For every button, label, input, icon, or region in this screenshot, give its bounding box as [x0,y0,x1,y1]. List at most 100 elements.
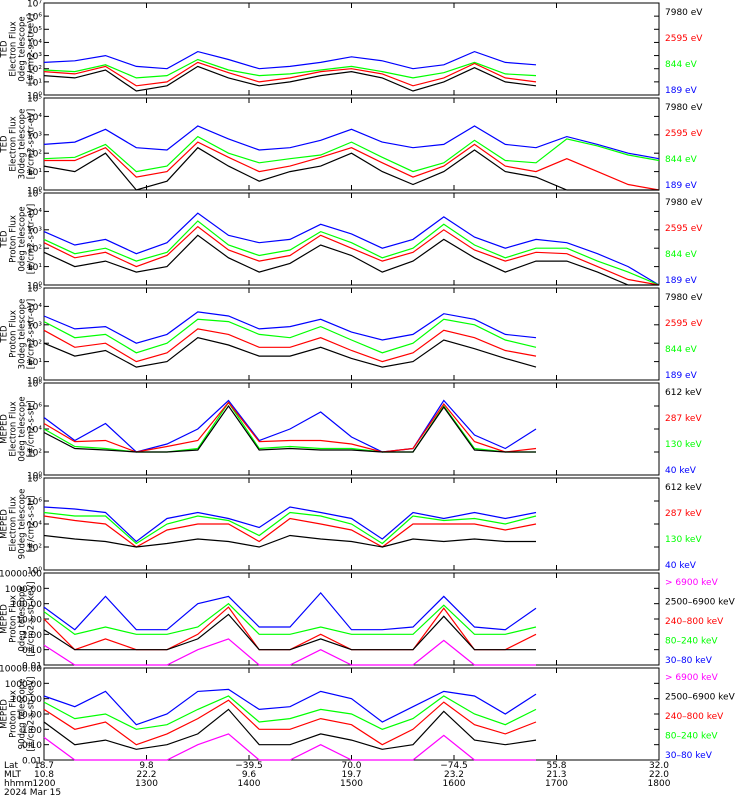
panel-frame [43,2,660,96]
series-line-black [43,234,659,286]
legend-entry: 130 keV [665,440,702,450]
x-row-label: hhmm [4,779,33,789]
x-tick-label-hhmm: 1700 [545,779,568,789]
y-axis-label-line: 0deg telescope [18,16,28,81]
y-tick-label: 10⁰ [27,567,42,577]
series-line-green [43,318,537,354]
y-tick-label: 10⁰ [27,187,42,197]
y-tick-label: 10⁶ [27,13,42,23]
y-axis-label-line: TED [0,325,10,344]
y-tick-label: 10000.00 [0,665,42,675]
y-tick-label: 100.00 [11,600,43,610]
date-label: 2024 Mar 15 [4,788,61,798]
y-tick-label: 1000.00 [5,680,42,690]
legend-entry: 189 eV [665,276,698,286]
y-tick-label: 10² [27,544,42,554]
x-tick-label-mlt: 19.7 [341,770,361,780]
y-axis-label-line: [#/cm2-s-str-eV] [27,109,37,179]
y-tick-label: 10⁴ [27,521,42,531]
x-tick-label-mlt: 9.6 [242,770,257,780]
legend-entry: 287 keV [665,509,702,519]
y-tick-label: 10² [27,150,42,160]
y-axis-label-line: MEPED [0,699,10,729]
panel-frame [43,97,660,191]
y-axis-label-line: 0deg telescope [18,206,28,271]
y-axis-label-line: MEPED [0,509,10,539]
panel-6: 10⁰ 10² 10⁴ 10⁶ 10⁸ MEPEDElectron Flux90deg t… [0,475,702,577]
y-tick-label: 1000.00 [5,585,42,595]
y-tick-label: 10⁰ [27,92,42,102]
series-line-red [43,225,660,286]
y-axis-label-line: MEPED [0,414,10,444]
y-tick-label: 10⁰ [27,472,42,482]
series-line-green [43,58,537,79]
y-tick-label: 10¹ [27,358,42,368]
x-tick-label-hhmm: 1400 [238,779,261,789]
y-axis-label: TEDElectron Flux0deg telescope[#/cm2-s-s… [0,14,37,84]
x-tick-label-hhmm: 1600 [443,779,466,789]
legend-entry: 40 keV [665,466,697,476]
legend-entry: > 6900 keV [665,673,719,683]
legend-entry: 844 eV [665,250,698,260]
x-tick-label-hhmm: 1800 [648,779,671,789]
panel-frame [43,382,660,476]
legend-entry: 240–800 keV [665,712,724,722]
series-line-black [43,65,537,92]
series-line-black [43,534,536,548]
y-axis-label-line: 0deg telescope [18,586,28,651]
y-axis-label-line: [#/cm2-s-str-eV] [27,204,37,274]
y-tick-label: 10² [27,449,42,459]
y-tick-label: 10⁷ [27,0,42,10]
series-line-red [43,61,537,87]
x-tick-label-lat: 70.0 [341,761,361,771]
panel-2: 10⁰ 10¹ 10² 10³ 10⁴ 10⁵ TEDElectron Flux30deg … [0,95,703,197]
legend-entry: 844 eV [665,155,698,165]
y-tick-label: 0.10 [22,646,42,656]
legend-entry: 844 eV [665,60,698,70]
series-line-red [43,699,537,746]
y-axis-label-line: [#/cm2-s-str-eV] [27,299,37,369]
y-axis-label-line: 30deg telescope [18,299,28,370]
y-tick-label: 10¹ [27,168,42,178]
panel-3: 10⁰ 10¹ 10² 10³ 10⁴ 10⁵ TEDProton Flux0deg tel… [0,190,703,292]
series-line-red [43,328,537,363]
x-tick-label-lat: 32.0 [649,761,669,771]
x-tick-label-lat: 18.7 [34,761,54,771]
y-tick-label: 10⁶ [27,403,42,413]
y-tick-label: 10³ [27,52,42,62]
series-line-blue [43,399,537,453]
y-axis-label-line: 90deg telescope [18,489,28,560]
legend-entry: 189 eV [665,371,698,381]
y-tick-label: 0.01 [22,757,42,767]
legend-entry: 2595 eV [665,129,703,139]
panel-1: 10⁰ 10¹ 10² 10³ 10⁴ 10⁵ 10⁶ 10⁷ TEDElectron Flux… [0,0,703,102]
y-axis-label: TEDElectron Flux30deg telescope[#/cm2-s-… [0,109,37,180]
x-tick-label-hhmm: 1500 [340,779,363,789]
panel-frame [43,572,660,666]
y-axis-label-line: Proton Flux [9,310,19,358]
series-line-black [43,146,659,191]
y-tick-label: 10⁵ [27,190,42,200]
legend-entry: 40 keV [665,561,697,571]
y-axis-label-line: [#/cm2-s-str-keV] [27,677,37,752]
series-line-green [43,602,537,635]
y-axis-label-line: TED [0,40,10,59]
y-tick-label: 10⁴ [27,303,42,313]
panel-8: 0.01 0.10 1.00 10.00 100.00 1000.00 10000.00 ME… [0,665,736,767]
legend-entry: > 6900 keV [665,578,719,588]
legend-entry: 30–80 keV [665,751,713,761]
legend-entry: 2500–6900 keV [665,598,736,608]
y-tick-label: 10² [27,340,42,350]
y-tick-label: 10⁸ [27,475,42,485]
x-tick-label-mlt: 10.8 [34,770,54,780]
y-axis-label-line: Proton Flux [9,690,19,738]
y-axis-label-line: TED [0,135,10,154]
y-axis-label-line: Proton Flux [9,595,19,643]
legend-entry: 189 eV [665,181,698,191]
y-axis-label-line: 90deg telescope [18,679,28,750]
legend-entry: 30–80 keV [665,656,713,666]
y-axis-label-line: 0deg telescope [18,396,28,461]
x-tick-label-lat: 55.8 [546,761,566,771]
